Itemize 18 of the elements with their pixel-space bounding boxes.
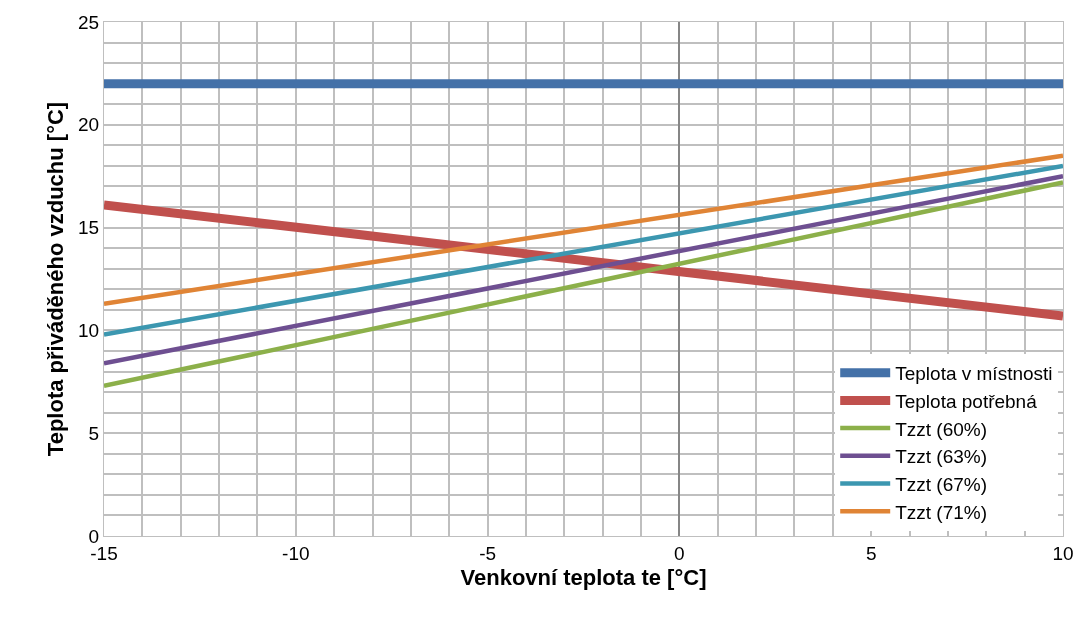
x-tick-label: 0 bbox=[674, 542, 685, 564]
y-tick-label: 25 bbox=[78, 11, 100, 33]
y-tick-label: 5 bbox=[88, 422, 100, 444]
legend-label: Tzzt (60%) bbox=[895, 418, 988, 440]
legend-label: Tzzt (63%) bbox=[895, 446, 988, 468]
x-axis-title: Venkovní teplota te [°C] bbox=[460, 564, 707, 590]
x-tick-label: -10 bbox=[282, 542, 310, 564]
y-tick-label: 10 bbox=[78, 320, 100, 342]
x-tick-label: 5 bbox=[865, 542, 877, 564]
legend-label: Teplota potřebná bbox=[895, 390, 1038, 412]
legend-label: Teplota v místnosti bbox=[895, 363, 1053, 385]
x-tick-label: 10 bbox=[1052, 542, 1074, 564]
legend-label: Tzzt (67%) bbox=[895, 473, 988, 495]
x-tick-label: -5 bbox=[479, 542, 497, 564]
y-tick-label: 20 bbox=[78, 114, 100, 136]
y-tick-label: 15 bbox=[78, 217, 100, 239]
y-axis-title: Teplota přiváděného vzduchu [°C] bbox=[42, 101, 68, 457]
legend-label: Tzzt (71%) bbox=[895, 501, 988, 523]
